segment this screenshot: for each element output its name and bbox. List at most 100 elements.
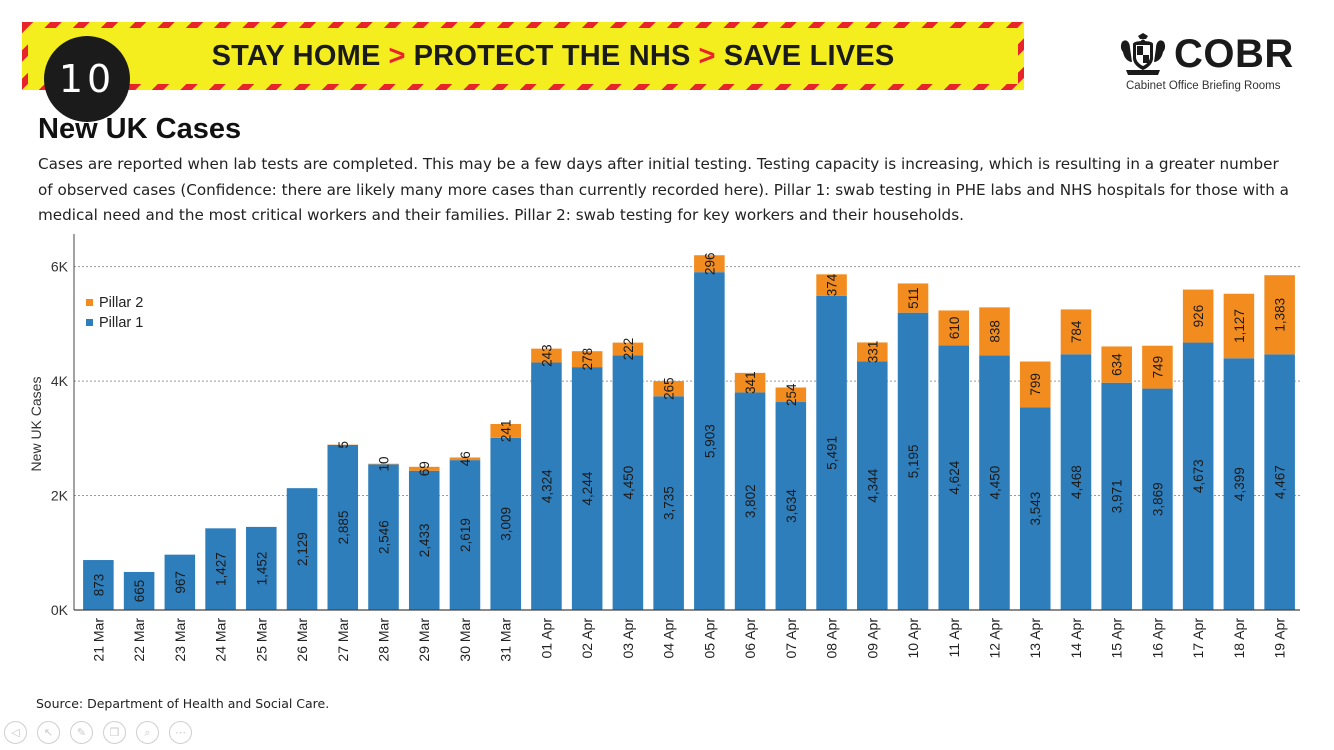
data-label-pillar-2: 69: [417, 461, 432, 476]
bar-pillar-2: [979, 307, 1010, 356]
bar-pillar-1: [694, 272, 725, 610]
data-label-pillar-2: 296: [702, 252, 717, 275]
legend-label: Pillar 1: [99, 315, 143, 331]
data-label-pillar-1: 3,869: [1150, 482, 1165, 516]
data-label-pillar-2: 5: [336, 441, 351, 449]
data-label-pillar-1: 4,468: [1069, 465, 1084, 499]
x-tick-label: 07 Apr: [783, 618, 799, 659]
data-label-pillar-2: 799: [1028, 373, 1043, 396]
bar-pillar-1: [897, 312, 929, 610]
x-tick-label: 23 Mar: [172, 618, 188, 662]
x-tick-label: 04 Apr: [661, 618, 677, 659]
slogan-banner: STAY HOME > PROTECT THE NHS > SAVE LIVES: [22, 22, 1024, 90]
bar-pillar-2: [531, 348, 562, 363]
y-tick-label: 4K: [51, 373, 69, 389]
x-tick-label: 03 Apr: [620, 618, 636, 659]
x-tick-label: 13 Apr: [1027, 618, 1043, 659]
data-label-pillar-2: 10: [377, 456, 392, 471]
logo-title: COBR: [1174, 32, 1294, 76]
slogan-separator: >: [698, 39, 716, 72]
slide-controls: ◁ ↖ ✎ ❐ ⌕ ⋯: [4, 721, 192, 745]
bar-pillar-2: [368, 463, 399, 465]
slogan-part-3: SAVE LIVES: [723, 39, 895, 72]
cases-chart: 0K 2K 4K 6K New UK Cases 873 21 Mar 665 22 Mar 96…: [28, 234, 1300, 662]
data-label-pillar-1: 665: [132, 580, 147, 603]
x-tick-label: 10 Apr: [905, 618, 921, 659]
bar-pillar-2: [694, 255, 725, 273]
x-tick-label: 12 Apr: [987, 618, 1003, 659]
prev-icon[interactable]: ◁: [4, 721, 27, 744]
bar-pillar-1: [1223, 358, 1255, 610]
bar-pillar-2: [1182, 289, 1214, 343]
data-label-pillar-2: 511: [906, 287, 921, 309]
data-label-pillar-2: 374: [825, 273, 840, 296]
data-label-pillar-2: 241: [499, 420, 514, 443]
number-badge: 10: [44, 36, 130, 122]
x-tick-label: 24 Mar: [213, 618, 229, 662]
bar-pillar-1: [1101, 382, 1132, 610]
x-tick-label: 19 Apr: [1272, 618, 1288, 659]
bar-pillar-2: [571, 351, 603, 368]
bar-pillar-1: [1142, 388, 1173, 610]
bar-pillar-1: [1182, 342, 1214, 610]
data-label-pillar-1: 3,971: [1110, 479, 1125, 513]
data-label-pillar-2: 278: [580, 348, 595, 371]
x-tick-label: 06 Apr: [742, 618, 758, 659]
x-tick-label: 11 Apr: [946, 618, 962, 658]
bar-pillar-2: [1223, 293, 1255, 359]
x-tick-label: 28 Mar: [376, 618, 392, 662]
bar-pillar-1: [123, 571, 155, 610]
bar-pillar-2: [857, 342, 888, 362]
data-label-pillar-1: 4,673: [1191, 459, 1206, 493]
banner-inner: STAY HOME > PROTECT THE NHS > SAVE LIVES: [28, 28, 1018, 84]
bar-pillar-1: [368, 464, 399, 610]
bar-pillar-1: [938, 345, 970, 610]
x-tick-label: 22 Mar: [131, 618, 147, 662]
bar-pillar-1: [205, 528, 236, 610]
data-label-pillar-1: 4,399: [1232, 467, 1247, 501]
data-label-pillar-1: 4,450: [621, 466, 636, 500]
x-tick-label: 29 Mar: [416, 618, 432, 662]
bar-pillar-1: [286, 488, 318, 610]
x-tick-label: 27 Mar: [335, 618, 351, 662]
data-label-pillar-1: 2,129: [295, 532, 310, 566]
bar-pillar-2: [408, 466, 440, 471]
data-label-pillar-1: 4,244: [580, 471, 595, 505]
bar-pillar-2: [490, 424, 521, 438]
bar-pillar-1: [1264, 354, 1295, 610]
x-tick-label: 26 Mar: [294, 618, 310, 662]
x-tick-label: 05 Apr: [701, 618, 717, 659]
bar-pillar-1: [775, 402, 807, 610]
data-label-pillar-2: 265: [662, 377, 677, 400]
x-tick-label: 31 Mar: [498, 618, 514, 662]
data-label-pillar-2: 341: [743, 371, 758, 394]
x-tick-label: 17 Apr: [1190, 618, 1206, 659]
x-tick-label: 18 Apr: [1231, 618, 1247, 659]
data-label-pillar-2: 784: [1069, 320, 1084, 343]
bar-pillar-1: [857, 361, 888, 610]
bar-pillar-2: [653, 381, 684, 397]
data-label-pillar-1: 1,427: [214, 552, 229, 586]
pointer-icon[interactable]: ↖: [37, 721, 60, 744]
bar-pillar-1: [653, 396, 684, 610]
data-label-pillar-1: 4,450: [988, 466, 1003, 500]
copy-icon[interactable]: ❐: [103, 721, 126, 744]
bar-pillar-1: [1060, 354, 1092, 610]
logo-subtitle: Cabinet Office Briefing Rooms: [1126, 80, 1281, 92]
x-tick-label: 15 Apr: [1109, 618, 1125, 659]
x-tick-label: 08 Apr: [824, 618, 840, 659]
bar-pillar-1: [816, 295, 847, 610]
data-label-pillar-1: 3,634: [784, 489, 799, 523]
zoom-icon[interactable]: ⌕: [136, 721, 159, 744]
bar-pillar-2: [734, 372, 766, 393]
more-icon[interactable]: ⋯: [169, 721, 192, 744]
data-label-pillar-1: 2,433: [417, 523, 432, 557]
bar-pillar-1: [612, 355, 644, 610]
data-label-pillar-2: 926: [1191, 305, 1206, 328]
data-label-pillar-2: 243: [539, 344, 554, 367]
royal-crest-icon: [1120, 33, 1166, 75]
pen-icon[interactable]: ✎: [70, 721, 93, 744]
slogan-separator: >: [388, 39, 406, 72]
bar-pillar-1: [327, 444, 359, 610]
data-label-pillar-2: 749: [1150, 356, 1165, 379]
